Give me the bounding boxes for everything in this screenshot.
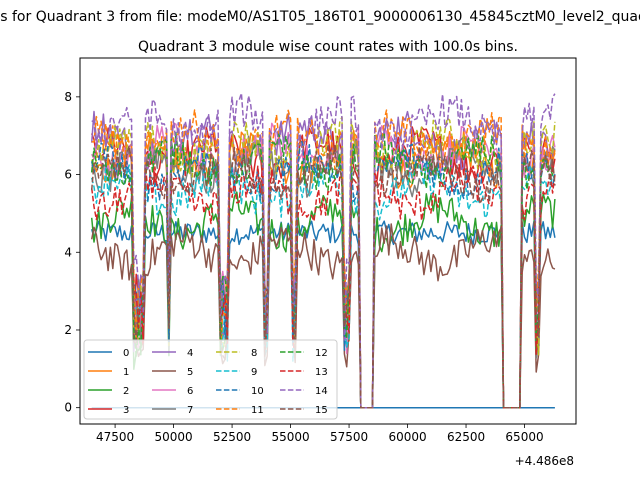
legend-label-14: 14 xyxy=(315,386,328,397)
legend-label-13: 13 xyxy=(315,367,328,378)
y-tick-label: 6 xyxy=(64,168,72,182)
x-tick-label: 57500 xyxy=(330,430,368,444)
legend-label-4: 4 xyxy=(187,348,193,359)
legend-label-0: 0 xyxy=(123,348,129,359)
legend-box xyxy=(83,339,338,420)
legend-label-2: 2 xyxy=(123,386,129,397)
x-tick-label: 47500 xyxy=(96,430,134,444)
legend-label-6: 6 xyxy=(187,386,193,397)
x-offset-label: +4.486e8 xyxy=(515,454,574,468)
legend-label-5: 5 xyxy=(187,367,193,378)
legend-label-15: 15 xyxy=(315,405,328,416)
legend-label-7: 7 xyxy=(187,405,193,416)
y-tick-label: 2 xyxy=(64,323,72,337)
figure-suptitle: Light curves for Quadrant 3 from file: m… xyxy=(0,9,640,25)
y-tick-label: 4 xyxy=(64,245,72,259)
x-tick-label: 50000 xyxy=(154,430,192,444)
series-line-9 xyxy=(90,160,556,409)
x-tick-label: 55000 xyxy=(271,430,309,444)
x-tick-label: 65000 xyxy=(505,430,543,444)
x-tick-label: 60000 xyxy=(388,430,426,444)
legend-label-12: 12 xyxy=(315,348,328,359)
legend-label-8: 8 xyxy=(251,348,257,359)
x-axis: 47500 50000 52500 55000 57500 60000 62500 65000 xyxy=(96,424,544,444)
x-tick-label: 62500 xyxy=(447,430,485,444)
series-line-13 xyxy=(90,163,556,409)
legend-label-11: 11 xyxy=(251,405,264,416)
x-tick-label: 52500 xyxy=(213,430,251,444)
y-tick-label: 8 xyxy=(64,90,72,104)
series-line-15 xyxy=(90,143,556,409)
legend-label-3: 3 xyxy=(123,405,129,416)
plot-frame xyxy=(79,57,577,425)
legend-label-10: 10 xyxy=(251,386,264,397)
chart-title: Quadrant 3 module wise count rates with … xyxy=(138,39,518,55)
y-axis: 0 2 4 6 8 xyxy=(64,90,80,415)
legend-label-1: 1 xyxy=(123,367,129,378)
y-tick-label: 0 xyxy=(64,401,72,415)
legend-label-9: 9 xyxy=(251,367,257,378)
